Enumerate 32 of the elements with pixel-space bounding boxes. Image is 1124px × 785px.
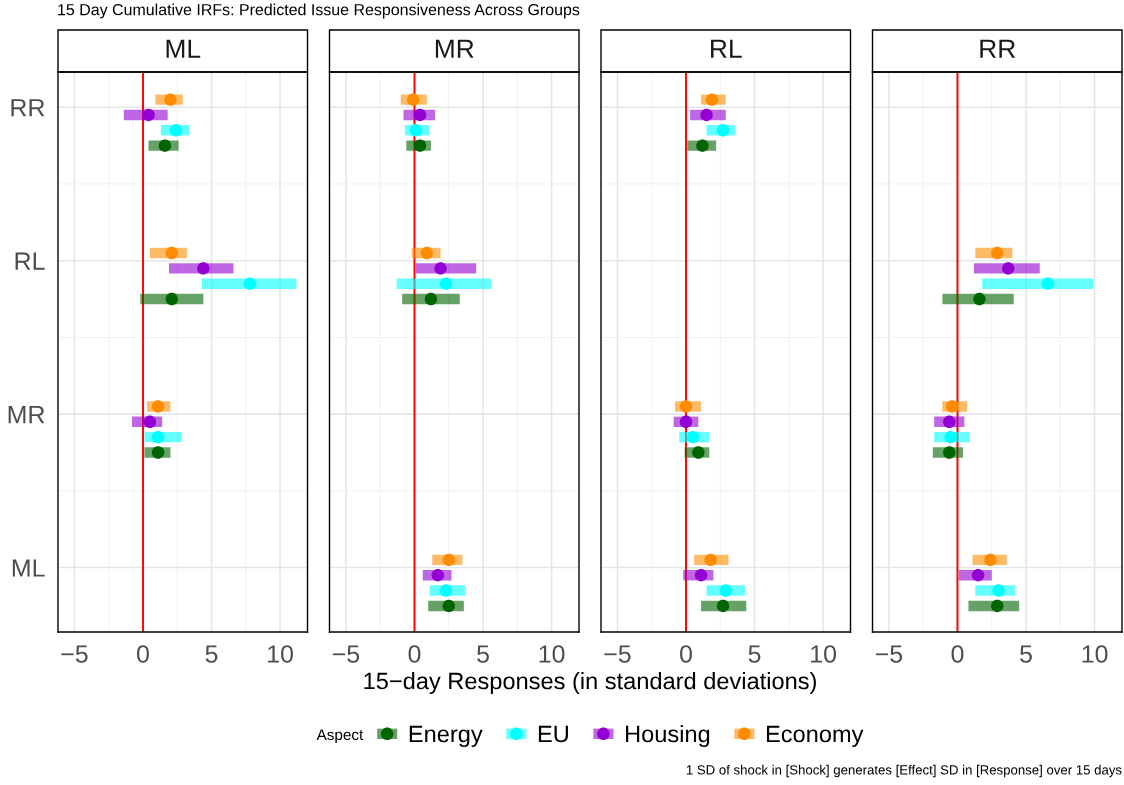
- y-tick-label: RL: [15, 252, 45, 270]
- x-tick-label: 5: [205, 645, 218, 663]
- x-tick-label: −5: [332, 645, 360, 663]
- x-tick-label: 10: [539, 645, 565, 663]
- y-tick-label: MR: [8, 406, 45, 424]
- chart-title: ML: [166, 39, 201, 58]
- legend-label: EU: [538, 725, 568, 743]
- x-tick-label: 0: [951, 645, 964, 663]
- x-tick-label: −5: [61, 645, 88, 663]
- x-tick-label: 5: [477, 645, 489, 663]
- x-tick-label: 10: [1082, 645, 1108, 663]
- x-tick-label: 5: [748, 645, 761, 663]
- legend-label: Housing: [626, 724, 710, 748]
- y-tick-label: RR: [11, 99, 45, 117]
- chart-title: MR: [435, 39, 474, 58]
- x-tick-label: 10: [268, 645, 294, 663]
- x-tick-label: 10: [811, 645, 837, 663]
- x-tick-label: 0: [137, 645, 149, 663]
- x-tick-label: 0: [680, 645, 692, 663]
- legend-label: Energy: [409, 725, 483, 748]
- x-tick-label: −5: [604, 645, 631, 663]
- x-tick-label: 0: [408, 645, 421, 663]
- chart-title: RR: [980, 39, 1016, 58]
- y-tick-label: ML: [12, 559, 45, 577]
- legend-label: Economy: [766, 725, 864, 748]
- x-tick-label: 5: [1020, 645, 1032, 663]
- chart-title: RL: [711, 39, 742, 58]
- text: 1 SD of shock in [Shock] generates [Effect] SD in [Response] over 15 days: [686, 764, 1122, 778]
- text: 15 Day Cumulative IRFs: Predicted Issue Responsiveness Across Groups: [58, 3, 580, 19]
- x-tick-label: −5: [875, 645, 903, 663]
- x-axis-title: 15−day Responses (in standard deviations): [364, 671, 816, 694]
- legend-title: Aspect: [316, 729, 364, 744]
